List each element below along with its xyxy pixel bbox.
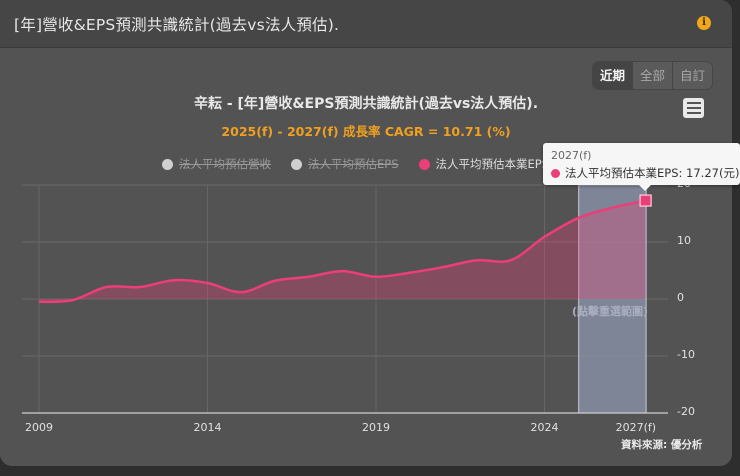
- legend-item-revenue[interactable]: 法人平均預估營收: [162, 156, 271, 172]
- series-line: [38, 199, 646, 304]
- tooltip-value: 法人平均預估本業EPS: 17.27(元): [565, 166, 740, 180]
- chart-title: 辛耘 - [年]營收&EPS預測共識統計(過去vs法人預估).: [193, 96, 539, 112]
- y-tick-label: 10: [677, 234, 691, 247]
- chart-legend: 法人平均預估營收 法人平均預估EPS 法人平均預估本業EPS: [162, 156, 549, 172]
- range-recent-button[interactable]: 近期: [593, 62, 633, 89]
- x-tick-label: 2027(f): [615, 421, 657, 434]
- y-tick-label: -20: [677, 405, 695, 418]
- hamburger-menu-icon[interactable]: [683, 98, 704, 118]
- legend-item-eps[interactable]: 法人平均預估EPS: [291, 156, 399, 172]
- data-source: 資料來源: 優分析: [621, 439, 703, 451]
- series-dot-icon: [551, 168, 560, 178]
- card-header: [年]營收&EPS預測共識統計(過去vs法人預估). i: [0, 0, 732, 48]
- x-tick-label: 2024: [530, 421, 559, 434]
- x-tick-label: 2019: [362, 421, 390, 434]
- legend-label: 法人平均預估EPS: [308, 157, 399, 171]
- legend-item-core-eps[interactable]: 法人平均預估本業EPS: [418, 156, 550, 172]
- hover-marker: [639, 194, 652, 207]
- x-tick-label: 2009: [25, 421, 53, 434]
- tooltip-header: 2027(f): [551, 149, 592, 162]
- y-tick-label: -10: [677, 348, 695, 361]
- card-title: [年]營收&EPS預測共識統計(過去vs法人預估).: [14, 15, 340, 34]
- range-all-button[interactable]: 全部: [632, 62, 673, 89]
- range-selector: 近期 全部 自訂: [592, 61, 714, 90]
- highlight-band: [578, 184, 647, 414]
- reset-zoom-label[interactable]: (點擊重選範圍): [572, 305, 649, 318]
- y-tick-label: 0: [677, 291, 684, 304]
- x-tick-label: 2014: [193, 421, 222, 434]
- tooltip: 2027(f) 法人平均預估本業EPS: 17.27(元): [543, 143, 740, 191]
- range-custom-button[interactable]: 自訂: [672, 62, 713, 89]
- legend-dot-icon: [418, 158, 430, 170]
- legend-label: 法人平均預估本業EPS: [435, 157, 550, 171]
- grid-lines: [22, 184, 668, 413]
- legend-label: 法人平均預估營收: [179, 157, 271, 171]
- tooltip-row: 法人平均預估本業EPS: 17.27(元): [551, 165, 739, 181]
- info-icon[interactable]: i: [697, 16, 711, 30]
- legend-dot-icon: [162, 158, 173, 170]
- legend-dot-icon: [291, 158, 302, 170]
- chart-subtitle: 2025(f) - 2027(f) 成長率 CAGR = 10.71 (%): [221, 124, 511, 139]
- series-area: [39, 200, 646, 302]
